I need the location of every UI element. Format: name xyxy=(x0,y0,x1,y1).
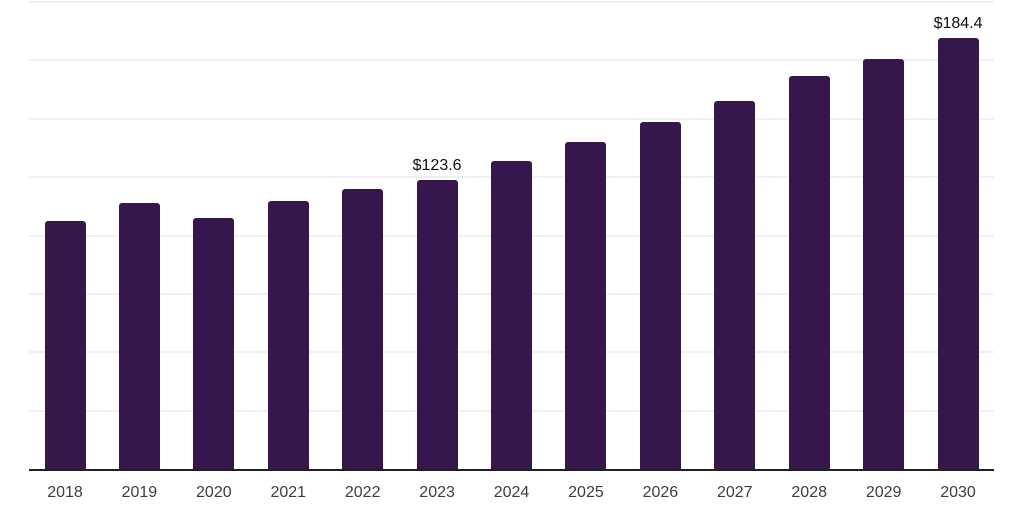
x-tick-label-2022: 2022 xyxy=(344,484,381,501)
bar-2019 xyxy=(118,202,160,469)
gridline xyxy=(29,59,994,62)
gridline xyxy=(29,1,994,3)
bar-2029 xyxy=(863,59,905,469)
bar-2025 xyxy=(565,142,607,469)
bar-value-label-2030: $184.4 xyxy=(933,15,983,33)
x-tick-label-2021: 2021 xyxy=(270,484,307,501)
x-tick-label-2019: 2019 xyxy=(121,484,158,501)
bar-2021 xyxy=(267,200,309,469)
bar-2018 xyxy=(44,220,86,469)
bar-2023 xyxy=(416,180,458,469)
x-axis-line xyxy=(29,469,994,471)
bar-value-label-2023: $123.6 xyxy=(412,157,462,175)
x-tick-label-2024: 2024 xyxy=(493,484,530,501)
x-tick-label-2029: 2029 xyxy=(865,484,902,501)
x-tick-label-2028: 2028 xyxy=(791,484,827,501)
x-tick-label-2030: 2030 xyxy=(940,484,976,501)
bar-2020 xyxy=(193,218,235,469)
x-tick-label-2027: 2027 xyxy=(716,484,753,501)
bar-2022 xyxy=(342,188,384,469)
bar-2027 xyxy=(714,101,756,469)
gridline xyxy=(29,117,994,120)
x-tick-label-2026: 2026 xyxy=(642,484,679,501)
x-tick-label-2023: 2023 xyxy=(419,484,455,501)
bar-2028 xyxy=(788,76,830,469)
x-tick-label-2020: 2020 xyxy=(196,484,232,501)
bar-2030 xyxy=(937,38,979,469)
x-tick-label-2025: 2025 xyxy=(568,484,604,501)
x-tick-label-2018: 2018 xyxy=(47,484,83,501)
bar-2026 xyxy=(639,121,681,469)
bar-2024 xyxy=(491,160,533,469)
